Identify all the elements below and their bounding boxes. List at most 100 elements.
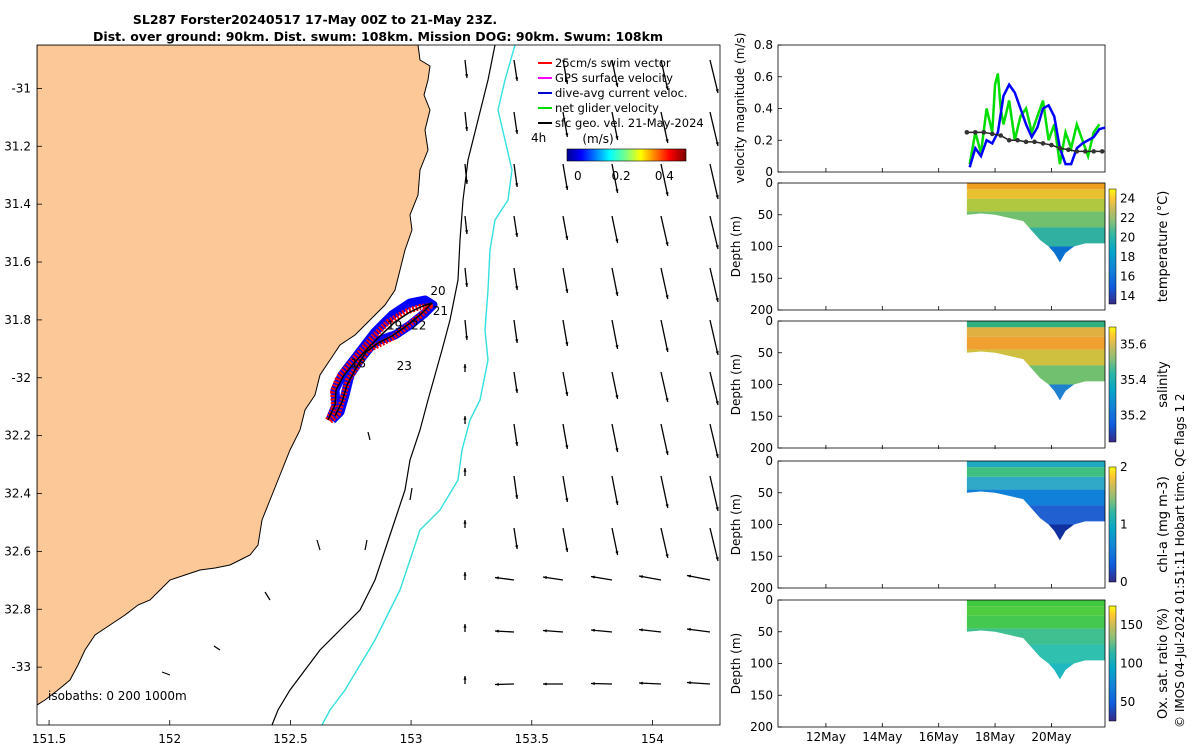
- current-vector-head: [615, 83, 619, 87]
- current-vector: [709, 59, 719, 94]
- current-vector-head: [715, 507, 719, 511]
- current-vector: [562, 215, 569, 241]
- map-y-tick-label: 31.8: [4, 313, 31, 327]
- current-vector: [709, 475, 719, 512]
- current-vector: [513, 423, 518, 447]
- time-tick-label: 20May: [1031, 730, 1071, 744]
- current-vector: [367, 431, 371, 441]
- current-vector-head: [515, 233, 519, 237]
- isobaths-label: isobaths: 0 200 1000m: [48, 689, 187, 703]
- current-vector-head: [665, 139, 669, 143]
- current-vector-head: [465, 283, 469, 287]
- velocity-y-tick-label: 0: [765, 165, 773, 179]
- section-y-tick-label: 50: [758, 208, 773, 222]
- current-vector: [513, 475, 518, 500]
- day-label: 18: [351, 356, 366, 370]
- current-vector-head: [615, 292, 619, 296]
- section-ylabel: Depth (m): [729, 633, 743, 694]
- section-colorbar-tick: 16: [1120, 270, 1135, 284]
- current-vector: [562, 319, 569, 347]
- current-vector: [264, 591, 271, 601]
- current-vector-head: [543, 576, 547, 580]
- section-colorbar-label: Ox. sat. ratio (%): [1156, 608, 1171, 719]
- velocity-y-tick-label: 0.8: [754, 38, 773, 52]
- isobath-200m: [271, 45, 496, 725]
- section-colorbar-tick: 35.6: [1120, 338, 1147, 352]
- map-colorbar-tick: 0: [574, 169, 582, 183]
- section-colorbar-tick: 150: [1120, 618, 1143, 632]
- current-vector: [562, 111, 569, 138]
- velocity-y-tick-label: 0.4: [754, 102, 773, 116]
- current-vector-head: [687, 627, 691, 632]
- legend-label: GPS surface velocity: [555, 71, 673, 85]
- current-vector: [709, 111, 719, 147]
- section-colorbar-label: chl-a (mg m-3): [1156, 476, 1171, 573]
- current-vector-head: [463, 468, 467, 472]
- current-vector-head: [463, 572, 467, 576]
- current-vector-head: [565, 548, 569, 552]
- current-vector: [660, 163, 669, 197]
- current-vector-head: [515, 495, 519, 499]
- map-y-tick-label: -31: [11, 81, 31, 95]
- current-vector-head: [565, 289, 569, 293]
- current-vector-head: [639, 575, 643, 579]
- current-vector-head: [615, 345, 619, 349]
- velocity-y-tick-label: 0.2: [754, 133, 773, 147]
- current-vector: [213, 645, 221, 651]
- section-y-tick-label: 100: [750, 518, 773, 532]
- current-vector: [513, 111, 518, 135]
- current-vector: [364, 539, 368, 551]
- section-y-tick-label: 100: [750, 240, 773, 254]
- legend-label: net glider velocity: [555, 101, 659, 115]
- current-vector: [513, 319, 518, 344]
- map-y-ticks: -31 31.2 31.4 31.6 31.8 -32 32.2 32.4 32.6 32.8 -3…: [4, 81, 42, 674]
- current-vector-head: [687, 574, 691, 578]
- map-y-tick-label: 31.2: [4, 139, 31, 153]
- current-vector: [611, 59, 619, 88]
- velocity-frame: [777, 44, 1106, 173]
- current-vector-head: [465, 127, 469, 131]
- velocity-series-line: [968, 82, 1106, 168]
- velocity-series-marker: [1066, 147, 1071, 153]
- section-colorbar: [1108, 605, 1117, 722]
- map-y-tick-label: 32.2: [4, 429, 31, 443]
- current-vector-head: [495, 576, 499, 580]
- current-vector-head: [515, 339, 519, 343]
- current-vector: [686, 574, 711, 581]
- velocity-series-marker: [1057, 145, 1063, 151]
- current-vector-head: [565, 236, 569, 240]
- section-band: [966, 476, 1105, 490]
- map-x-tick-label: 152: [158, 732, 181, 746]
- current-vector-head: [665, 192, 669, 196]
- time-axis-ticks: 12May 14May 16May 18May 20May: [806, 168, 1071, 744]
- current-vector-head: [615, 501, 619, 505]
- velocity-series-marker: [1006, 137, 1012, 143]
- section-panel-salinity: 0 50 100 150 200 Depth (m) 35.2 35.4 35.6 salinit…: [729, 314, 1171, 455]
- current-vector-head: [715, 142, 719, 146]
- current-vector-head: [665, 348, 669, 352]
- current-vector-head: [565, 133, 569, 137]
- current-vector: [709, 215, 719, 250]
- current-vector-head: [665, 554, 669, 558]
- current-vector-head: [639, 628, 643, 632]
- current-vector-head: [565, 392, 569, 396]
- current-vector: [161, 671, 171, 676]
- section-y-tick-label: 0: [765, 176, 773, 190]
- time-tick-label: 16May: [919, 730, 959, 744]
- section-colorbar-tick: 2: [1120, 460, 1128, 474]
- velocity-series-marker: [1023, 139, 1029, 145]
- section-colorbar-tick: 0: [1120, 575, 1128, 589]
- legend-label: dive-avg current veloc.: [555, 86, 688, 100]
- current-vector: [611, 319, 619, 350]
- current-vector-head: [665, 242, 669, 246]
- current-vector: [660, 59, 669, 91]
- current-vector-head: [495, 682, 499, 686]
- section-colorbar-tick: 18: [1120, 250, 1135, 264]
- current-vector-head: [615, 448, 619, 452]
- velocity-series-marker: [1099, 149, 1105, 154]
- current-vector: [562, 423, 569, 450]
- map-x-tick-label: 154: [641, 732, 664, 746]
- map-x-tick-label: 153: [400, 732, 423, 746]
- section-colorbar-label: temperature (°C): [1156, 191, 1171, 303]
